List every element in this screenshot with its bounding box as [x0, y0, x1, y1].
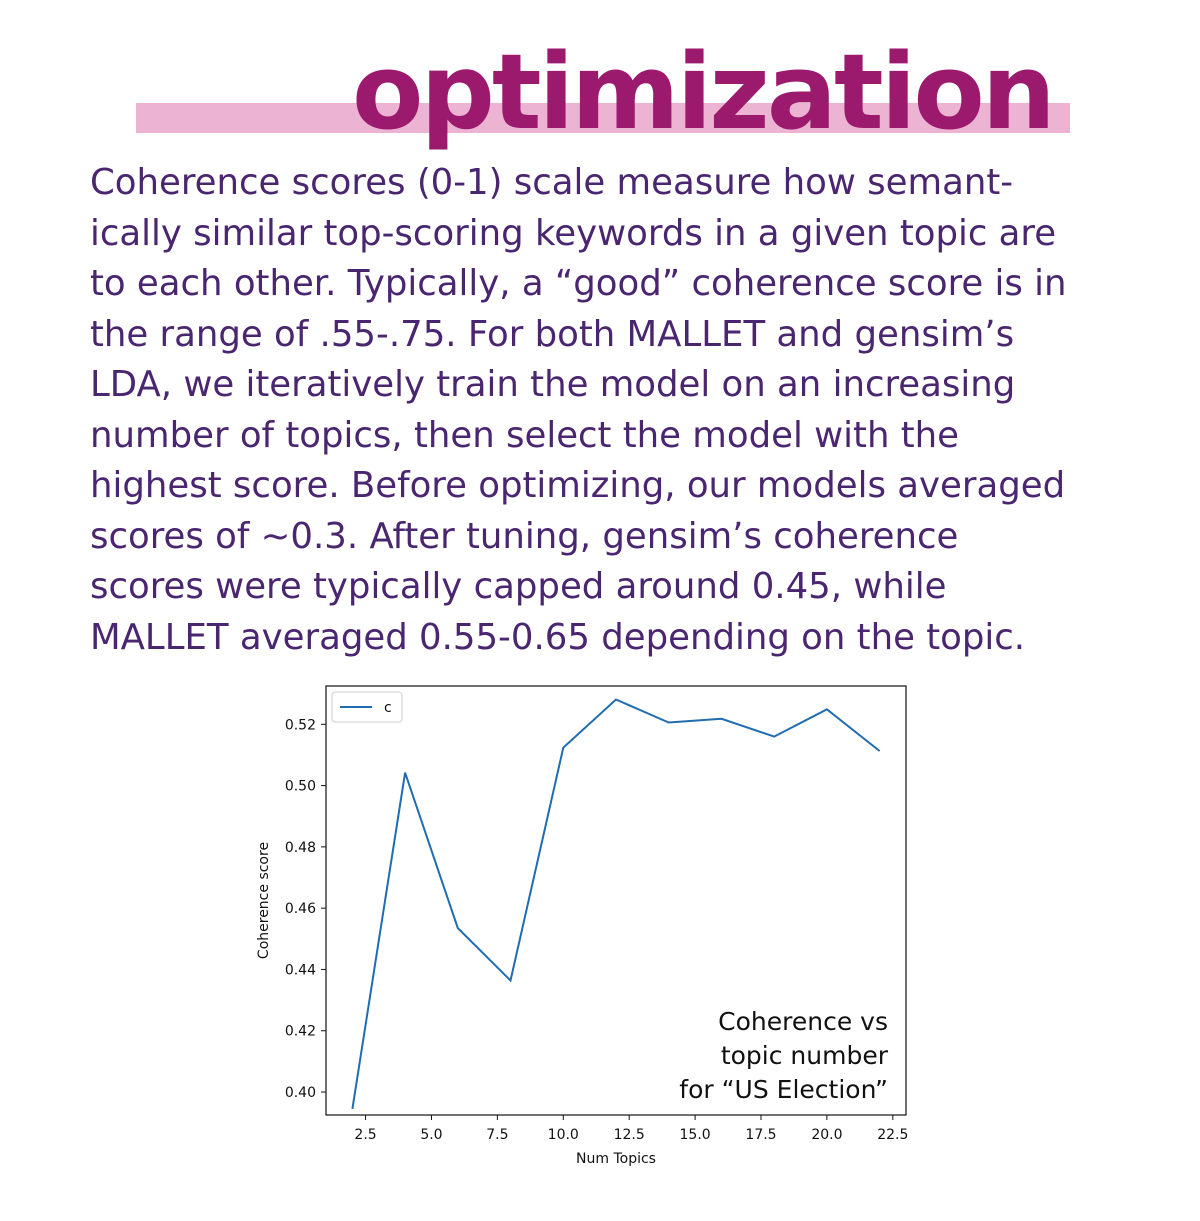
title-highlight-band	[136, 103, 1070, 133]
x-tick-label: 15.0	[680, 1127, 711, 1143]
x-axis-ticks: 2.5 5.0 7.5 10.0 12.5 15.0 17.5 20.0 22.5	[354, 1115, 908, 1143]
chart-annotation: Coherence vs topic number for “US Electi…	[679, 1007, 888, 1104]
body-text-line: Coherence scores (0-1) scale measure how…	[90, 162, 1014, 203]
x-tick-label: 7.5	[486, 1127, 508, 1143]
y-axis-ticks: 0.40 0.42 0.44 0.46 0.48 0.50 0.52	[285, 717, 326, 1101]
body-text-line: scores of ∼0.3. After tuning, gensim’s c…	[90, 515, 959, 557]
body-text-line: ically similar top-scoring keywords in a…	[90, 212, 1057, 254]
y-axis-label: Coherence score	[256, 842, 272, 959]
x-tick-label: 22.5	[877, 1127, 908, 1143]
annotation-line: topic number	[721, 1041, 889, 1070]
x-tick-label: 5.0	[420, 1127, 442, 1143]
x-tick-label: 17.5	[745, 1127, 776, 1143]
y-tick-label: 0.50	[285, 779, 316, 795]
x-tick-label: 20.0	[811, 1127, 842, 1143]
series-line-c	[351, 698, 881, 1110]
y-tick-label: 0.42	[285, 1024, 316, 1040]
body-text-line: number of topics, then select the model …	[90, 414, 959, 456]
annotation-line: for “US Election”	[679, 1075, 888, 1104]
plot-area-frame	[325, 685, 907, 1116]
x-tick-label: 10.0	[548, 1127, 579, 1143]
legend-label-c: c	[384, 700, 392, 716]
x-tick-label: 12.5	[614, 1127, 645, 1143]
body-text-line: highest score. Before optimizing, our mo…	[90, 465, 1066, 506]
y-tick-label: 0.40	[285, 1085, 316, 1101]
body-text-line: scores were typically capped around 0.45…	[90, 566, 947, 607]
legend: c	[331, 691, 403, 723]
body-text-line: MALLET averaged 0.55-0.65 depending on t…	[90, 616, 1026, 658]
body-text-line: the range of .55-.75. For both MALLET an…	[90, 313, 1015, 355]
y-tick-label: 0.44	[285, 962, 316, 978]
y-tick-label: 0.52	[285, 717, 316, 733]
y-tick-label: 0.48	[285, 840, 316, 856]
x-tick-label: 2.5	[354, 1127, 376, 1143]
body-text-line: LDA, we iteratively train the model on a…	[90, 364, 1016, 405]
annotation-line: Coherence vs	[718, 1007, 888, 1036]
x-axis-label: Num Topics	[576, 1151, 656, 1167]
y-tick-label: 0.46	[285, 901, 316, 917]
body-text-line: to each other. Typically, a “good” coher…	[90, 263, 1067, 304]
page-title: optimization	[352, 31, 1056, 153]
body-paragraph: Coherence scores (0-1) scale measure how…	[90, 158, 1130, 663]
